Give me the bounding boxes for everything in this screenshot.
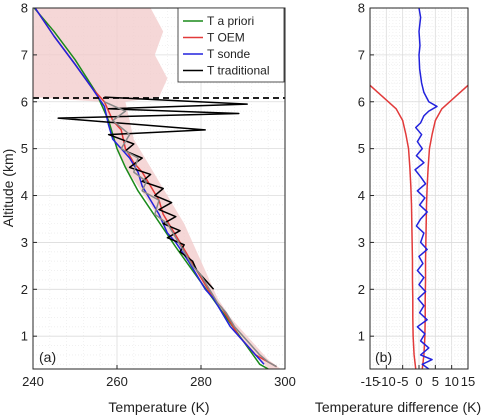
panel-a-x-axis-label: Temperature (K) bbox=[108, 399, 209, 415]
legend: T a priori T OEM T sonde T traditional bbox=[177, 7, 285, 83]
y-tick-label: 8 bbox=[21, 1, 28, 16]
series-line-b-2 bbox=[414, 8, 438, 369]
x-tick-label: 0 bbox=[415, 374, 422, 389]
panel-a-series bbox=[33, 8, 277, 369]
x-tick-label: 260 bbox=[106, 374, 128, 389]
panel-b-series bbox=[370, 8, 468, 369]
x-tick-label: 280 bbox=[190, 374, 212, 389]
y-tick-label: 7 bbox=[21, 47, 28, 62]
series-line-a-4 bbox=[104, 101, 277, 368]
x-tick-label: -15 bbox=[361, 374, 380, 389]
x-tick-label: 5 bbox=[432, 374, 439, 389]
x-tick-label: 240 bbox=[22, 374, 44, 389]
x-tick-label: 15 bbox=[461, 374, 475, 389]
x-tick-label: -10 bbox=[377, 374, 396, 389]
panel-a-temperature: 240 260 280 300 1 2 3 4 5 6 7 8 Temperature (K) Alt… bbox=[0, 1, 296, 416]
x-tick-label: 300 bbox=[274, 374, 296, 389]
series-line-t-sonde bbox=[34, 8, 265, 365]
series-line-t-traditional bbox=[57, 96, 248, 290]
y-tick-label: 8 bbox=[358, 1, 365, 16]
y-tick-label: 5 bbox=[21, 141, 28, 156]
y-tick-label: 6 bbox=[358, 94, 365, 109]
panel-b-x-axis-label: Temperature difference (K) bbox=[315, 399, 481, 415]
panel-b-tag: (b) bbox=[375, 349, 392, 365]
x-tick-label: -5 bbox=[397, 374, 409, 389]
y-tick-label: 5 bbox=[358, 141, 365, 156]
y-tick-label: 1 bbox=[21, 329, 28, 344]
legend-label-t-sonde: T sonde bbox=[207, 47, 250, 61]
y-tick-label: 2 bbox=[21, 282, 28, 297]
panel-a-tag: (a) bbox=[39, 349, 56, 365]
legend-label-t-a-priori: T a priori bbox=[207, 14, 254, 28]
y-tick-label: 3 bbox=[21, 235, 28, 250]
y-tick-label: 2 bbox=[358, 282, 365, 297]
y-tick-label: 6 bbox=[21, 94, 28, 109]
legend-label-t-traditional: T traditional bbox=[207, 64, 269, 78]
y-tick-label: 4 bbox=[21, 188, 28, 203]
legend-label-t-oem: T OEM bbox=[207, 31, 245, 45]
panel-a-ticks: 240 260 280 300 1 2 3 4 5 6 7 8 bbox=[21, 1, 296, 390]
panel-a-frame bbox=[32, 7, 286, 370]
y-tick-label: 7 bbox=[358, 47, 365, 62]
x-tick-label: 10 bbox=[444, 374, 458, 389]
y-tick-label: 4 bbox=[358, 188, 365, 203]
panel-a-y-axis-label: Altitude (km) bbox=[0, 149, 16, 228]
y-tick-label: 1 bbox=[358, 329, 365, 344]
series-line-b-0 bbox=[370, 84, 417, 369]
y-tick-label: 3 bbox=[358, 235, 365, 250]
